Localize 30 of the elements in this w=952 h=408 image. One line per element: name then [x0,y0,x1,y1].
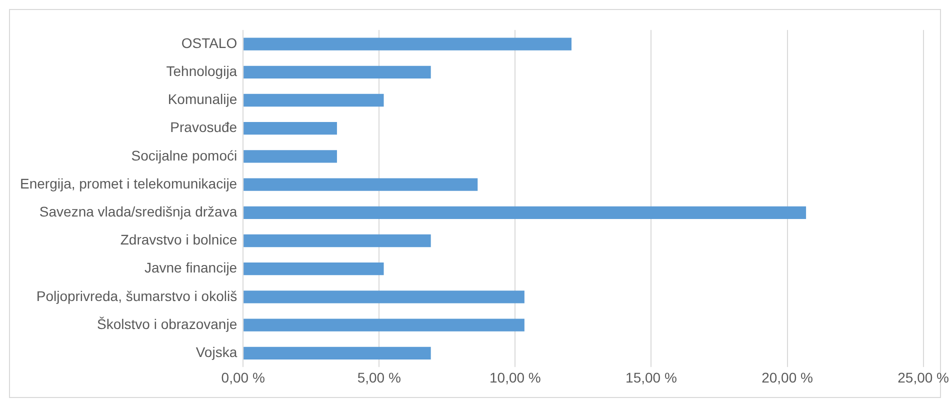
y-tick-label: Školstvo i obrazovanje [97,316,238,332]
bar [244,346,431,360]
y-tick-label: Javne financije [144,260,238,276]
bar [244,150,337,163]
x-tick-label: 15,00 % [626,369,677,386]
bar [244,178,478,191]
bar [244,262,384,276]
bar [244,122,337,135]
x-tick-label: 20,00 % [762,369,813,386]
y-tick-label: Poljoprivreda, šumarstvo i okoliš [36,288,238,304]
bar [244,66,431,78]
y-tick-label: Pravosuđe [170,119,238,136]
y-tick-label: OSTALO [181,34,238,51]
bar [244,206,806,219]
bar [244,38,572,50]
y-tick-label: Vojska [196,344,238,360]
y-tick-label: Socijalne pomoći [131,147,238,164]
y-tick-label: Tehnologija [166,63,238,80]
x-tick-label: 5,00 % [357,369,401,386]
y-tick-label: Zdravstvo i bolnice [120,232,238,248]
y-tick-label: Komunalije [168,91,238,108]
x-tick-label: 0,00 % [221,369,265,386]
x-tick-label: 25,00 % [898,369,949,386]
bar [244,94,384,107]
y-tick-label: Energija, promet i telekomunikacije [20,175,238,192]
bar [244,234,431,248]
x-tick-label: 10,00 % [490,369,541,386]
bar [244,290,524,304]
bar [244,318,524,332]
y-tick-label: Savezna vlada/središnja država [39,204,238,220]
